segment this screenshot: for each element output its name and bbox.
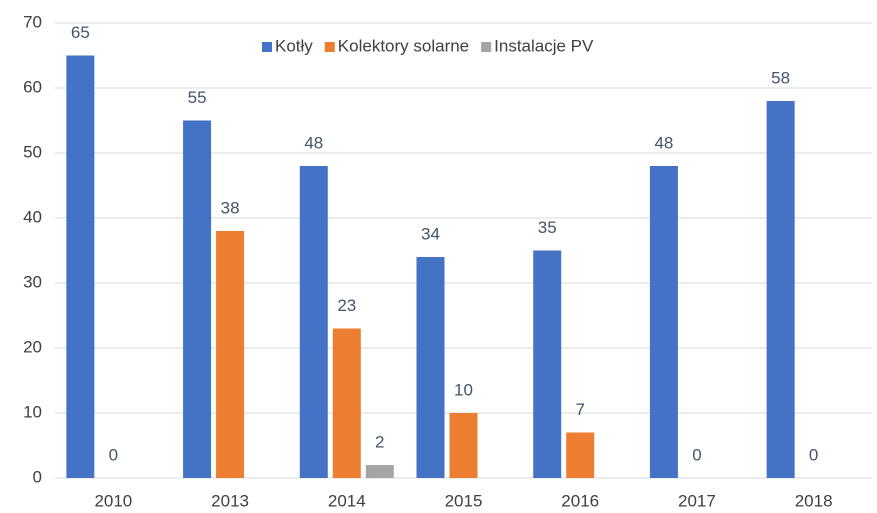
value-label: 0 (109, 445, 118, 464)
value-label: 65 (71, 23, 90, 42)
legend-label: Kotły (275, 36, 313, 55)
bar (416, 257, 445, 478)
bar (766, 101, 795, 478)
value-label: 2 (375, 432, 384, 451)
x-tick-label: 2014 (328, 491, 366, 510)
y-tick-label: 0 (33, 467, 42, 486)
value-label: 48 (654, 133, 673, 152)
value-label: 48 (304, 133, 323, 152)
value-label: 35 (538, 218, 557, 237)
bar (566, 432, 595, 478)
x-tick-label: 2015 (445, 491, 483, 510)
bar (299, 166, 328, 478)
bar (649, 166, 678, 478)
y-tick-label: 30 (23, 272, 42, 291)
x-tick-label: 2018 (795, 491, 833, 510)
legend-swatch (481, 42, 492, 52)
value-label: 0 (809, 445, 818, 464)
x-tick-label: 2016 (561, 491, 599, 510)
value-label: 58 (771, 68, 790, 87)
legend-swatch (324, 42, 335, 52)
x-tick-label: 2010 (94, 491, 132, 510)
value-label: 0 (692, 445, 701, 464)
legend-swatch (262, 42, 272, 52)
value-label: 7 (575, 400, 584, 419)
x-tick-label: 2017 (678, 491, 716, 510)
bar (183, 120, 212, 478)
y-tick-label: 60 (23, 77, 42, 96)
value-label: 23 (337, 296, 356, 315)
x-tick-label: 2013 (211, 491, 249, 510)
bar (449, 413, 478, 478)
bar (66, 55, 95, 478)
value-label: 55 (188, 88, 207, 107)
y-tick-label: 10 (23, 402, 42, 421)
bar (365, 465, 394, 478)
value-label: 38 (221, 198, 240, 217)
y-tick-label: 50 (23, 142, 42, 161)
legend-label: Instalacje PV (494, 36, 594, 55)
y-tick-label: 70 (23, 12, 42, 31)
value-label: 10 (454, 380, 473, 399)
y-tick-label: 40 (23, 207, 42, 226)
bar (216, 231, 245, 478)
bar (533, 250, 562, 478)
value-label: 34 (421, 224, 440, 243)
bar (332, 328, 361, 478)
y-tick-label: 20 (23, 337, 42, 356)
legend-label: Kolektory solarne (338, 36, 469, 55)
